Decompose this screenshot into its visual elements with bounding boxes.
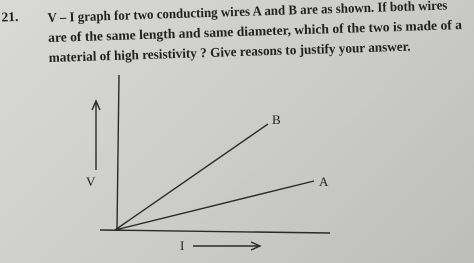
question-number: 21. bbox=[1, 9, 18, 25]
line-b bbox=[114, 123, 269, 231]
y-axis bbox=[116, 74, 120, 231]
x-label: I bbox=[180, 238, 184, 253]
x-arrowhead bbox=[250, 241, 262, 251]
line-label: B bbox=[272, 112, 281, 127]
x-axis bbox=[99, 229, 331, 234]
y-arrowhead bbox=[91, 99, 101, 111]
graph bbox=[91, 74, 331, 251]
line-a bbox=[114, 180, 315, 231]
y-label: V bbox=[86, 174, 96, 189]
question-text: 21. V – I graph for two conducting wires… bbox=[1, 0, 462, 65]
line-label: A bbox=[319, 174, 329, 189]
